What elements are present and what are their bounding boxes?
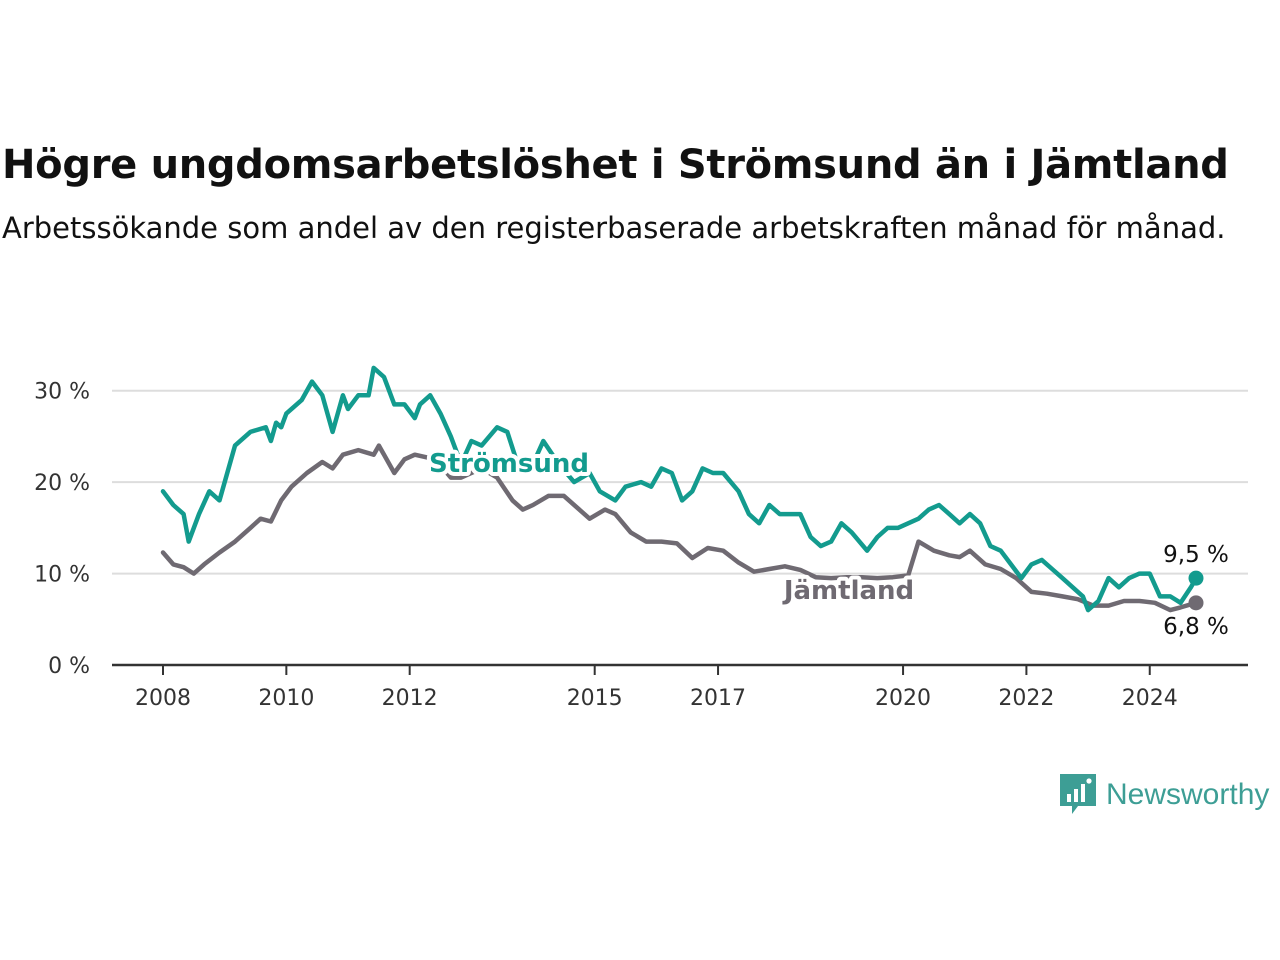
series-label-jamtland: Jämtland	[782, 576, 914, 606]
x-tick-label: 2008	[135, 686, 191, 711]
y-tick-label: 10 %	[34, 563, 90, 588]
newsworthy-brand: Newsworthy	[1058, 772, 1269, 818]
end-point-stromsund	[1188, 570, 1204, 586]
x-tick-label: 2010	[258, 686, 314, 711]
series-line-stromsund	[160, 365, 1199, 613]
y-tick-label: 30 %	[34, 380, 90, 405]
series-line-jamtland	[160, 443, 1199, 613]
series-label-stromsund: Strömsund	[429, 449, 589, 479]
end-point-jamtland	[1188, 595, 1204, 611]
x-axis: 2008 2010 2012 2015 2017 2020 2022 2024	[112, 663, 1248, 711]
y-axis: 0 % 10 % 20 % 30 %	[34, 380, 90, 679]
end-label-jamtland: 6,8 %	[1163, 614, 1229, 640]
end-label-stromsund: 9,5 %	[1163, 542, 1229, 568]
x-tick-label: 2015	[567, 686, 623, 711]
y-tick-label: 0 %	[48, 654, 90, 679]
newsworthy-logo-icon	[1060, 774, 1096, 814]
x-tick-label: 2022	[998, 686, 1054, 711]
x-tick-label: 2020	[875, 686, 931, 711]
series-labels: Strömsund Jämtland 9,5 % 6,8 %	[425, 445, 1232, 643]
chart-title: Högre ungdomsarbetslöshet i Strömsund än…	[2, 142, 1229, 188]
x-tick-label: 2017	[690, 686, 746, 711]
y-tick-label: 20 %	[34, 471, 90, 496]
x-tick-label: 2012	[382, 686, 438, 711]
x-tick-label: 2024	[1122, 686, 1178, 711]
series-lines	[160, 365, 1204, 613]
brand-name: Newsworthy	[1106, 778, 1270, 811]
chart-subtitle: Arbetssökande som andel av den registerb…	[2, 211, 1226, 245]
